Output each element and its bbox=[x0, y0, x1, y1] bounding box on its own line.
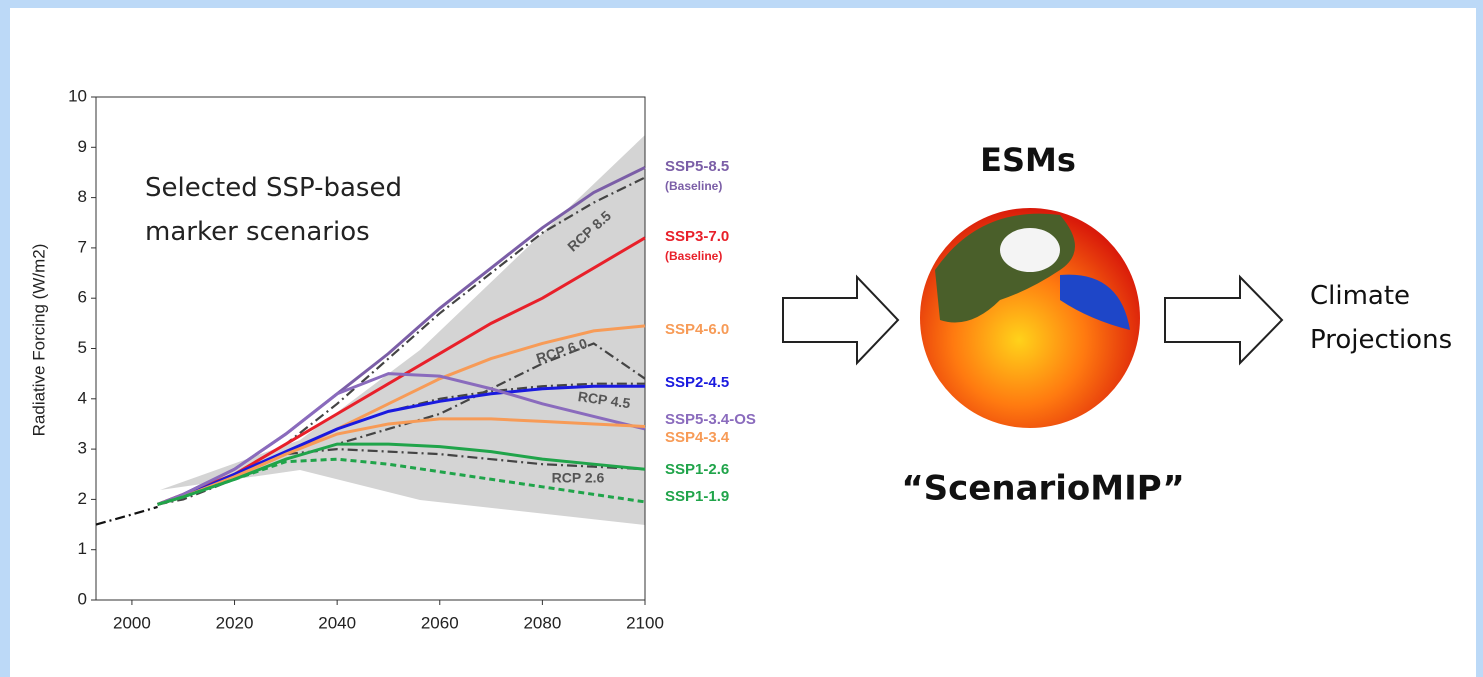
project-label: “ScenarioMIP” bbox=[901, 469, 1184, 509]
y-tick-label: 6 bbox=[78, 288, 87, 307]
series-line bbox=[157, 384, 645, 506]
x-tick-label: 2060 bbox=[421, 613, 459, 632]
x-tick-label: 2040 bbox=[318, 613, 356, 632]
series-line bbox=[157, 457, 646, 506]
series-label: SSP4-6.0 bbox=[665, 321, 729, 338]
series-line bbox=[157, 372, 646, 506]
series-label: SSP3-7.0 bbox=[665, 228, 729, 245]
series-label: SSP4-3.4 bbox=[665, 429, 730, 446]
arrow bbox=[1164, 274, 1284, 366]
output-label: Climate Projections bbox=[1310, 281, 1452, 355]
series-note: (Baseline) bbox=[665, 249, 722, 263]
x-tick-label: 2000 bbox=[113, 613, 151, 632]
globe-ice bbox=[1000, 228, 1060, 272]
y-tick-label: 2 bbox=[78, 489, 87, 508]
series-label: RCP 4.5 bbox=[577, 388, 632, 411]
series-line bbox=[157, 417, 646, 506]
arrow bbox=[782, 274, 900, 366]
y-tick-label: 10 bbox=[68, 86, 87, 105]
series-label: RCP 2.6 bbox=[552, 470, 605, 486]
model-label: ESMs bbox=[980, 141, 1076, 179]
series-label: SSP2-4.5 bbox=[665, 374, 729, 391]
globe-ocean bbox=[1060, 274, 1130, 330]
y-tick-label: 7 bbox=[78, 237, 87, 256]
series-note: (Baseline) bbox=[665, 179, 722, 193]
y-tick-label: 5 bbox=[78, 338, 87, 357]
chart-annotation: Selected SSP-based marker scenarios bbox=[145, 173, 402, 247]
x-tick-label: 2080 bbox=[523, 613, 561, 632]
y-tick-label: 3 bbox=[78, 439, 87, 458]
scenario-spread bbox=[160, 135, 645, 525]
series-label: SSP5-8.5 bbox=[665, 158, 729, 175]
y-tick-label: 8 bbox=[78, 187, 87, 206]
x-tick-label: 2020 bbox=[216, 613, 254, 632]
series-label: SSP1-2.6 bbox=[665, 461, 729, 478]
series-line bbox=[95, 505, 158, 526]
y-tick-label: 9 bbox=[78, 137, 87, 156]
y-axis-label: Radiative Forcing (W/m2) bbox=[29, 244, 48, 437]
series-label: SSP1-1.9 bbox=[665, 488, 729, 505]
series-label: SSP5-3.4-OS bbox=[665, 411, 756, 428]
y-tick-label: 4 bbox=[78, 388, 87, 407]
x-tick-label: 2100 bbox=[626, 613, 664, 632]
y-tick-label: 0 bbox=[78, 589, 87, 608]
y-tick-label: 1 bbox=[78, 539, 87, 558]
